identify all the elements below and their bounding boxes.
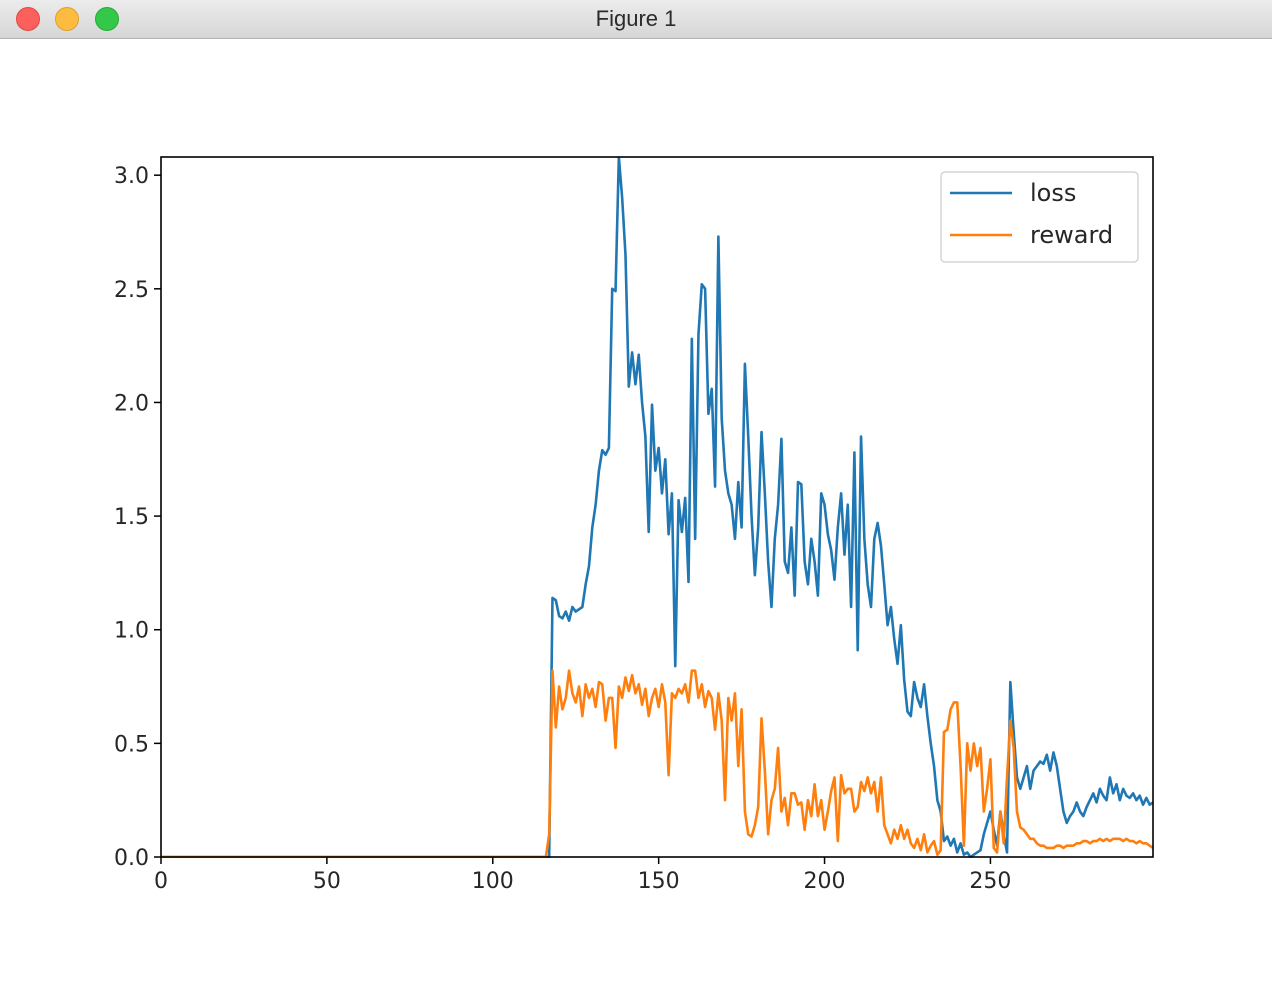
window-title: Figure 1	[595, 6, 677, 31]
legend-box	[940, 171, 1139, 263]
y-tick-label: 0.0	[114, 846, 149, 871]
legend-label-loss: loss	[1030, 179, 1076, 207]
plot-frame	[160, 156, 1154, 858]
close-window-button[interactable]	[16, 7, 40, 31]
x-tick-label: 250	[969, 869, 1011, 894]
y-tick-label: 2.5	[114, 278, 149, 303]
minimize-window-button[interactable]	[55, 7, 79, 31]
y-tick-label: 3.0	[114, 164, 149, 189]
x-tick-label: 50	[313, 869, 341, 894]
y-tick-label: 2.0	[114, 391, 149, 416]
line-chart: 0 50 100 150 200 250 0.0 0.5 1.0 1.5 2.0 2.5 3.0 loss…	[114, 156, 1154, 894]
x-tick-label: 100	[472, 869, 514, 894]
x-tick-label: 150	[638, 869, 680, 894]
maximize-window-button[interactable]	[95, 7, 119, 31]
x-tick-label: 200	[804, 869, 846, 894]
y-tick-label: 1.0	[114, 619, 149, 644]
series-line-reward	[161, 669, 1153, 858]
window-titlebar: Figure 1	[0, 0, 1272, 39]
y-tick-label: 0.5	[114, 732, 149, 757]
series-line-loss	[161, 157, 1153, 858]
y-tick-label: 1.5	[114, 505, 149, 530]
x-tick-label: 0	[154, 869, 168, 894]
figure-canvas: 0 50 100 150 200 250 0.0 0.5 1.0 1.5 2.0 2.5 3.0 loss…	[0, 39, 1272, 982]
legend-label-reward: reward	[1030, 221, 1113, 249]
